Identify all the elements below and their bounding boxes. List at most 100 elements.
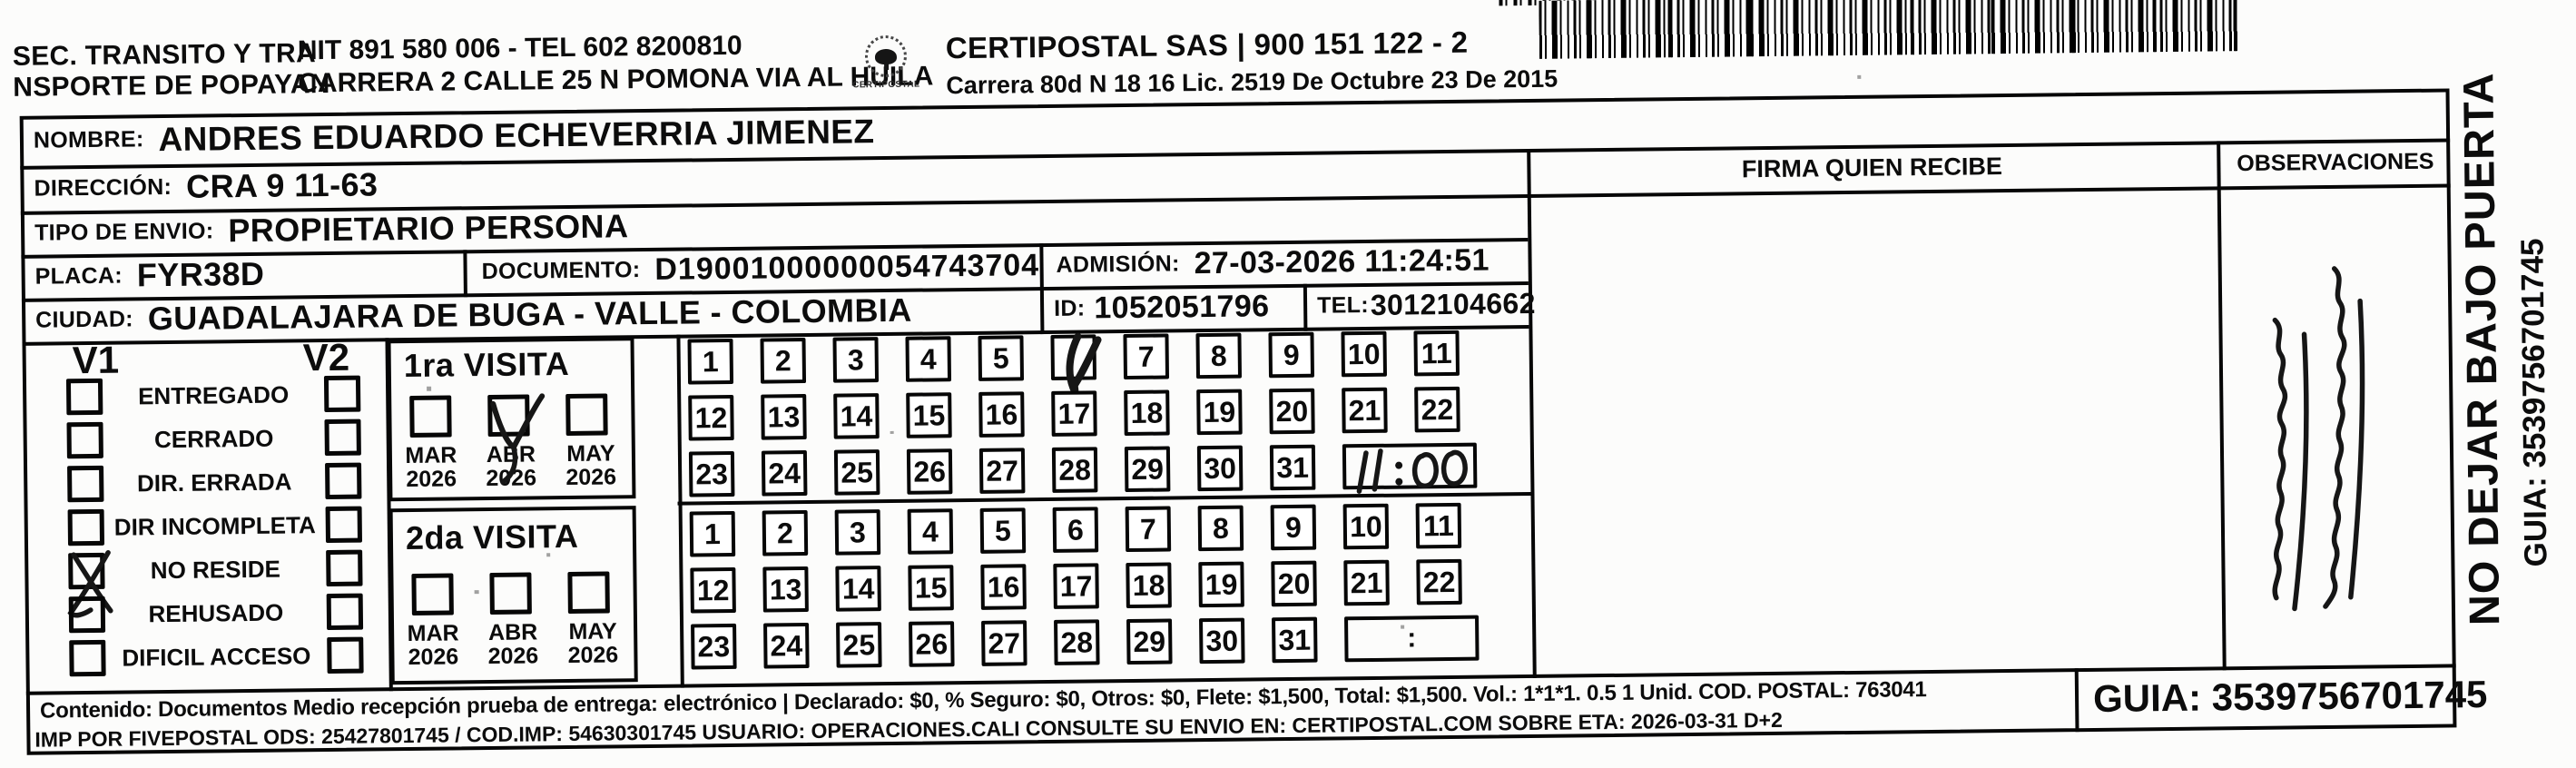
second-visit-day-1[interactable]: 1	[689, 510, 736, 557]
second-visit-month-checkbox-may[interactable]	[567, 571, 610, 615]
scan-noise	[427, 386, 432, 391]
field-tel: TEL: 3012104662	[1317, 281, 1536, 328]
second-visit-day-30[interactable]: 30	[1199, 617, 1245, 665]
second-visit-day-6[interactable]: 6	[1052, 507, 1099, 553]
first-visit-day-11[interactable]: 11	[1413, 330, 1460, 377]
field-admision: ADMISIÓN: 27-03-2026 11:24:51	[1056, 238, 1490, 286]
second-visit-day-29[interactable]: 29	[1126, 618, 1173, 665]
second-visit-day-28[interactable]: 28	[1054, 619, 1100, 665]
second-visit-day-3[interactable]: 3	[834, 509, 881, 556]
second-visit-day-row-1: 1 2 3 4 5 6 7 8 9 10 11	[689, 502, 1479, 557]
first-visit-month-checkbox-abr[interactable]	[487, 393, 546, 485]
v1-checkbox-cerrado[interactable]	[66, 421, 103, 459]
status-row-dificil-acceso: DIFICIL ACCESO	[29, 636, 388, 677]
second-visit-day-11[interactable]: 11	[1415, 502, 1462, 549]
first-visit-month-checkbox-mar[interactable]	[409, 395, 452, 438]
first-visit-day-21[interactable]: 21	[1342, 387, 1388, 434]
v1-checkbox-dificil-acceso[interactable]	[69, 639, 106, 677]
first-visit-day-15[interactable]: 15	[906, 392, 952, 438]
status-label-rehusado: REHUSADO	[148, 598, 284, 627]
first-visit-day-27[interactable]: 27	[978, 448, 1026, 494]
first-visit-time-box[interactable]	[1342, 442, 1478, 494]
v2-checkbox-dificil-acceso[interactable]	[327, 636, 364, 674]
second-visit-day-21[interactable]: 21	[1343, 559, 1390, 606]
first-visit-day-14[interactable]: 14	[833, 393, 880, 439]
v2-checkbox-dir-errada[interactable]	[325, 462, 362, 500]
v1-checkbox-dir-errada[interactable]	[67, 465, 104, 503]
v2-checkbox-no-reside[interactable]	[326, 549, 363, 587]
v1-checkbox-no-reside[interactable]	[67, 550, 113, 618]
first-visit-day-5[interactable]: 5	[978, 335, 1025, 381]
v1-checkbox-entregado[interactable]	[65, 378, 103, 416]
second-visit-day-20[interactable]: 20	[1271, 560, 1317, 607]
first-visit-day-20[interactable]: 20	[1269, 388, 1315, 435]
first-visit-day-26[interactable]: 26	[906, 448, 953, 495]
direccion-value: CRA 9 11-63	[185, 165, 379, 205]
first-visit-day-16[interactable]: 16	[978, 391, 1025, 438]
second-visit-day-24[interactable]: 24	[763, 623, 810, 669]
first-visit-day-24[interactable]: 24	[761, 450, 808, 497]
second-visit-day-5[interactable]: 5	[979, 507, 1027, 554]
first-visit-day-30[interactable]: 30	[1196, 445, 1244, 492]
second-visit-month-checkbox-mar[interactable]	[411, 573, 454, 615]
second-visit-day-26[interactable]: 26	[909, 621, 955, 667]
second-visit-day-19[interactable]: 19	[1198, 561, 1244, 608]
first-visit-day-13[interactable]: 13	[761, 394, 807, 440]
first-visit-day-1[interactable]: 1	[687, 338, 734, 385]
first-visit-day-28[interactable]: 28	[1051, 447, 1098, 493]
second-visit-day-13[interactable]: 13	[762, 566, 809, 613]
admision-label: ADMISIÓN:	[1056, 250, 1180, 278]
first-visit-day-2[interactable]: 2	[760, 338, 807, 384]
second-visit-day-31[interactable]: 31	[1272, 616, 1318, 664]
second-visit-day-22[interactable]: 22	[1416, 558, 1462, 606]
first-visit-day-12[interactable]: 12	[688, 394, 734, 441]
first-visit-day-23[interactable]: 23	[688, 450, 735, 497]
second-visit-day-2[interactable]: 2	[762, 510, 809, 556]
second-visit-month-checkbox-abr[interactable]	[489, 572, 532, 615]
second-visit-day-18[interactable]: 18	[1126, 562, 1172, 609]
second-visit-day-8[interactable]: 8	[1197, 505, 1244, 552]
first-visit-day-18[interactable]: 18	[1124, 389, 1170, 437]
first-visit-day-25[interactable]: 25	[833, 449, 880, 496]
first-visit-day-9[interactable]: 9	[1268, 331, 1315, 379]
first-visit-day-7[interactable]: 7	[1123, 333, 1170, 380]
tel-value: 3012104662	[1370, 286, 1537, 321]
v2-checkbox-cerrado[interactable]	[324, 418, 361, 457]
second-visit-time-box[interactable]: :	[1344, 615, 1480, 663]
v2-checkbox-entregado[interactable]	[323, 375, 361, 413]
v2-checkbox-rehusado[interactable]	[326, 593, 364, 631]
placa-value: FYR38D	[136, 254, 265, 294]
first-visit-day-17[interactable]: 17	[1051, 390, 1097, 437]
first-visit-day-8[interactable]: 8	[1195, 332, 1243, 379]
second-visit-day-14[interactable]: 14	[835, 566, 881, 612]
first-visit-day-6[interactable]: 6	[1050, 332, 1102, 436]
v1-checkbox-dir-incompleta[interactable]	[67, 508, 105, 546]
second-visit-day-23[interactable]: 23	[691, 623, 737, 670]
first-visit-day-row-2: 12 13 14 15 16 17 18 19 20 21 22	[688, 386, 1477, 441]
first-visit-day-3[interactable]: 3	[832, 337, 880, 383]
v2-checkbox-dir-incompleta[interactable]	[325, 506, 363, 544]
certipostal-logo: CERTIPOSTAL	[833, 34, 939, 90]
second-visit-day-12[interactable]: 12	[690, 566, 736, 614]
first-visit-day-4[interactable]: 4	[905, 336, 952, 382]
second-visit-day-27[interactable]: 27	[981, 620, 1027, 666]
first-visit-day-22[interactable]: 22	[1414, 386, 1460, 433]
ciudad-label: CIUDAD:	[35, 305, 134, 333]
second-visit-day-17[interactable]: 17	[1053, 563, 1099, 609]
second-visit-day-15[interactable]: 15	[908, 565, 954, 611]
second-visit-day-10[interactable]: 10	[1342, 503, 1390, 550]
second-visit-day-9[interactable]: 9	[1270, 504, 1317, 551]
second-visit-day-25[interactable]: 25	[836, 622, 882, 668]
first-visit-day-29[interactable]: 29	[1124, 446, 1171, 493]
second-visit-day-7[interactable]: 7	[1125, 506, 1172, 553]
first-visit-day-10[interactable]: 10	[1341, 330, 1388, 378]
first-visit-day-31[interactable]: 31	[1269, 444, 1316, 491]
first-visit-month-checkbox-may[interactable]	[565, 393, 608, 437]
second-visit-day-16[interactable]: 16	[980, 564, 1027, 610]
first-visit-day-row-3: 23 24 25 26 27 28 29 30 31	[688, 442, 1478, 497]
v1-checkbox-rehusado[interactable]	[68, 596, 106, 634]
first-visit-day-19[interactable]: 19	[1196, 389, 1243, 436]
sender-name: SEC. TRANSITO Y TRA NSPORTE DE POPAYAN	[13, 38, 330, 103]
second-visit-day-4[interactable]: 4	[907, 508, 954, 555]
